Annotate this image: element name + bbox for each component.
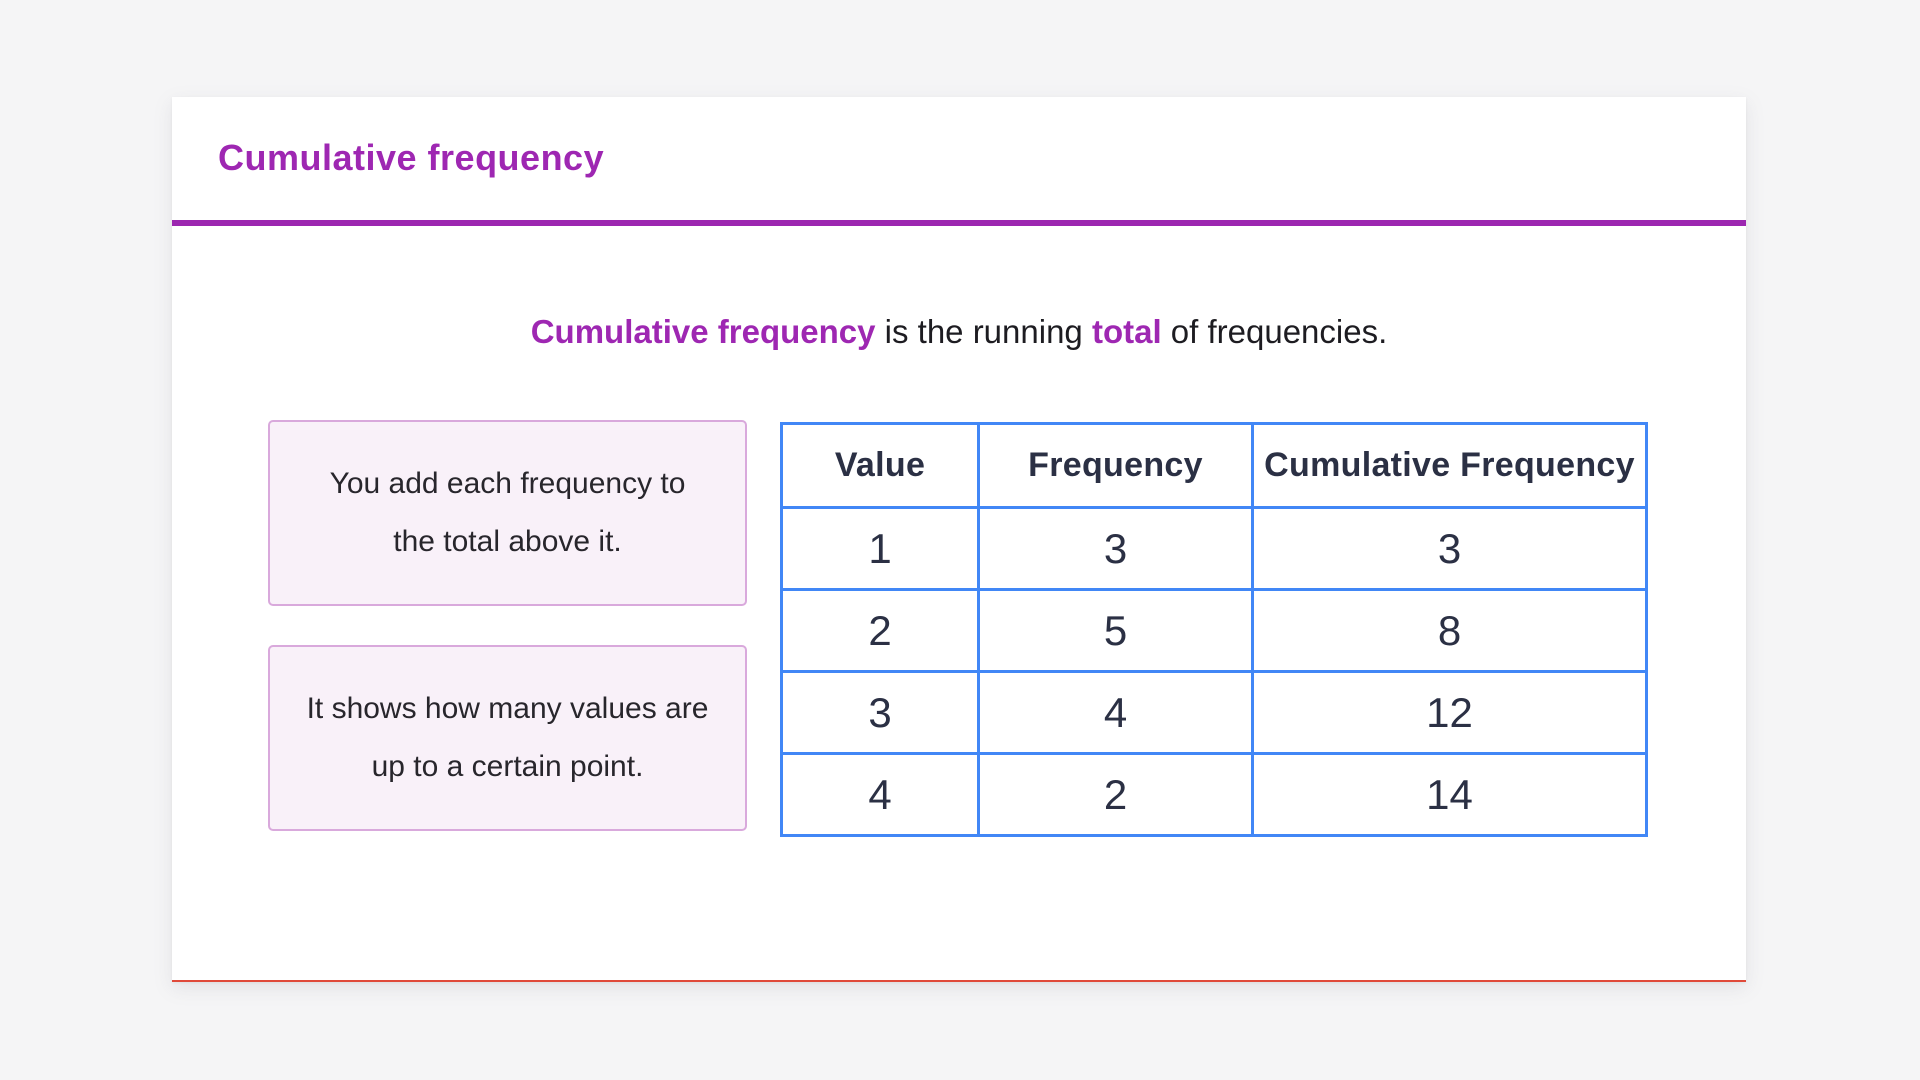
table-cell-value: 4 (780, 752, 980, 837)
intro-term-total: total (1091, 313, 1162, 350)
table-cell-cumulative: 12 (1251, 670, 1648, 755)
column-header-value: Value (780, 422, 980, 509)
note-line: It shows how many values are (306, 692, 709, 725)
table-cell-frequency: 5 (977, 588, 1254, 673)
column-header-frequency: Frequency (977, 422, 1254, 509)
intro-term-cumulative-frequency: Cumulative frequency (530, 313, 876, 350)
column-header-cumulative-frequency: Cumulative Frequency (1251, 422, 1648, 509)
table-cell-frequency: 3 (977, 506, 1254, 591)
table-cell-cumulative: 3 (1251, 506, 1648, 591)
note-line: the total above it. (393, 525, 622, 558)
intro-text-segment: is the running (875, 313, 1092, 350)
note-box-add-frequency: You add each frequency to the total abov… (268, 420, 747, 606)
table-header-row: Value Frequency Cumulative Frequency (780, 422, 1648, 509)
note-box-values-up-to-point: It shows how many values are up to a cer… (268, 645, 747, 831)
note-line: You add each frequency to (329, 467, 686, 500)
table-cell-cumulative: 8 (1251, 588, 1648, 673)
table-cell-cumulative: 14 (1251, 752, 1648, 837)
table-cell-frequency: 2 (977, 752, 1254, 837)
table-row: 1 3 3 (780, 506, 1648, 591)
lesson-card: Cumulative frequency Cumulative frequenc… (172, 97, 1746, 982)
table-row: 4 2 14 (780, 752, 1648, 837)
intro-sentence: Cumulative frequency is the running tota… (172, 310, 1746, 354)
table-cell-value: 1 (780, 506, 980, 591)
table-cell-value: 3 (780, 670, 980, 755)
table-cell-value: 2 (780, 588, 980, 673)
table-cell-frequency: 4 (977, 670, 1254, 755)
frequency-table: Value Frequency Cumulative Frequency 1 3… (780, 422, 1648, 837)
note-line: up to a certain point. (371, 750, 644, 783)
table-row: 3 4 12 (780, 670, 1648, 755)
title-divider (172, 220, 1746, 226)
page-title: Cumulative frequency (218, 137, 605, 178)
intro-text-segment: of frequencies. (1161, 313, 1388, 350)
table-row: 2 5 8 (780, 588, 1648, 673)
